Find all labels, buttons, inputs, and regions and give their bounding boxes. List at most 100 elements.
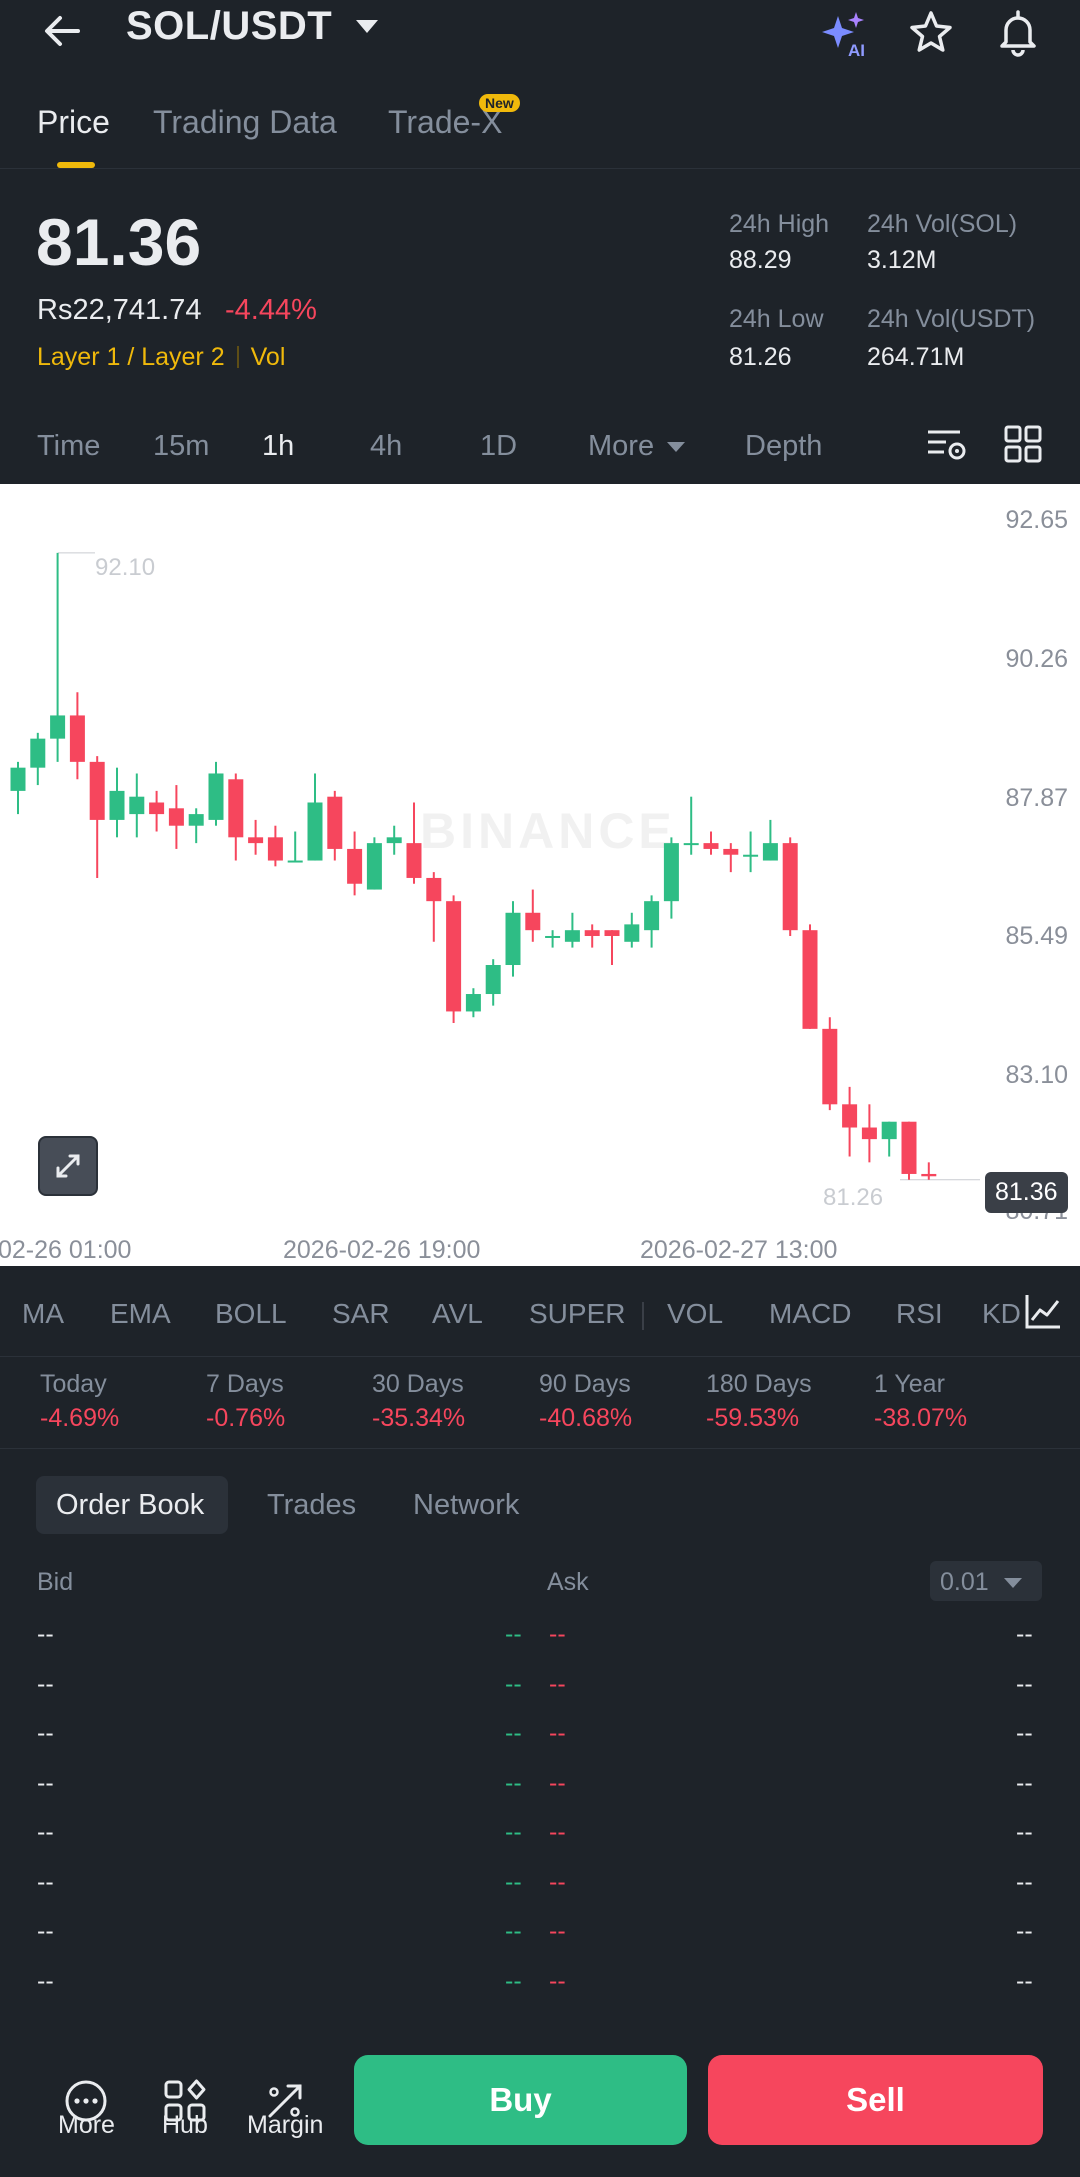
buy-button[interactable]: Buy: [354, 2055, 687, 2145]
candle-body: [782, 843, 798, 931]
candlestick-chart[interactable]: BINANCE 92.10 81.26 92.65 90.26 87.87 85…: [0, 484, 1080, 1266]
tab-trading-data[interactable]: Trading Data: [153, 104, 337, 140]
precision-select[interactable]: [930, 1561, 1042, 1601]
tab-order-book[interactable]: Order Book: [56, 1489, 205, 1521]
candle-body: [109, 790, 125, 820]
perf-label: 30 Days: [372, 1370, 464, 1398]
candle-body: [624, 924, 640, 942]
candle-body: [89, 761, 105, 820]
indicator-sar[interactable]: SAR: [332, 1298, 390, 1329]
perf-label: 90 Days: [539, 1370, 631, 1398]
bid-amount: --: [505, 1818, 522, 1846]
interval-bar: Time 15m 1h 4h 1D More Depth: [0, 420, 1080, 472]
candle-body: [683, 843, 699, 846]
tab-price[interactable]: Price: [37, 104, 110, 140]
candle-body: [604, 930, 620, 936]
bell-icon[interactable]: [992, 6, 1044, 58]
indicator-super[interactable]: SUPER: [529, 1298, 626, 1329]
candle-body: [248, 837, 264, 844]
interval-depth[interactable]: Depth: [745, 430, 823, 462]
interval-1d[interactable]: 1D: [480, 430, 518, 462]
bid-price: --: [37, 1966, 54, 1995]
perf-value: -35.34%: [372, 1404, 466, 1432]
layout-grid-icon[interactable]: [1003, 424, 1043, 464]
indicator-avl[interactable]: AVL: [432, 1298, 483, 1329]
candle-body: [505, 912, 521, 966]
candle-body: [644, 901, 660, 931]
chart-low-label: 81.26: [823, 1184, 884, 1211]
price-change-percent: -4.44%: [225, 294, 317, 326]
ask-amount: --: [1016, 1620, 1033, 1648]
more-caret-icon[interactable]: [667, 442, 685, 452]
tab-network[interactable]: Network: [413, 1489, 520, 1521]
perf-label: 7 Days: [206, 1370, 284, 1398]
ask-amount: --: [1016, 1917, 1033, 1945]
x-tick: 02-26 01:00: [0, 1236, 132, 1264]
candle-body: [30, 738, 46, 768]
candle-body: [881, 1121, 897, 1140]
indicator-settings-icon[interactable]: [1022, 1290, 1064, 1332]
interval-more[interactable]: More: [588, 430, 655, 462]
chart-settings-icon[interactable]: [924, 422, 968, 466]
x-tick: 2026-02-27 13:00: [640, 1236, 838, 1264]
indicator-ema[interactable]: EMA: [110, 1298, 171, 1329]
indicator-ma[interactable]: MA: [22, 1298, 64, 1329]
nav-hub-label[interactable]: Hub: [162, 2111, 208, 2139]
hub-icon[interactable]: [162, 2078, 208, 2124]
tag-layer[interactable]: Layer 1 / Layer 2: [37, 343, 225, 371]
chevron-down-icon[interactable]: [356, 20, 378, 33]
ask-header: Ask: [547, 1568, 589, 1596]
candle-body: [525, 912, 541, 931]
margin-icon[interactable]: [262, 2078, 308, 2124]
interval-4h[interactable]: 4h: [370, 430, 403, 462]
indicator-vol[interactable]: VOL: [667, 1298, 724, 1329]
tab-trades[interactable]: Trades: [267, 1489, 357, 1521]
candle-body: [307, 802, 323, 861]
candle-body: [762, 843, 778, 861]
pair-title[interactable]: SOL/USDT: [126, 4, 333, 48]
bid-price: --: [37, 1768, 54, 1797]
candle-body: [822, 1028, 838, 1105]
candle-body: [465, 994, 481, 1012]
high-value: 88.29: [729, 246, 792, 274]
low-label: 24h Low: [729, 305, 824, 333]
candle-body: [921, 1173, 937, 1177]
bid-price: --: [37, 1669, 54, 1698]
candles-svg: [10, 552, 980, 1181]
high-label: 24h High: [729, 210, 830, 238]
nav-more-label[interactable]: More: [58, 2111, 115, 2139]
more-dots-icon[interactable]: [63, 2078, 109, 2124]
vol-usdt-value: 264.71M: [867, 343, 965, 371]
chevron-down-icon: [1004, 1578, 1022, 1588]
candle-body: [723, 848, 739, 855]
nav-margin-label[interactable]: Margin: [247, 2111, 324, 2139]
tag-divider: [236, 346, 239, 368]
ask-price: --: [549, 1719, 566, 1747]
tag-vol[interactable]: Vol: [250, 343, 286, 371]
fullscreen-button[interactable]: [38, 1136, 98, 1196]
bid-price: --: [37, 1719, 54, 1747]
ai-label: AI: [848, 41, 865, 60]
indicator-boll[interactable]: BOLL: [215, 1298, 287, 1329]
indicator-kd[interactable]: KD: [982, 1298, 1021, 1329]
ai-sparkle-icon[interactable]: AI: [818, 8, 872, 62]
perf-value: -0.76%: [206, 1404, 286, 1432]
candle-body: [228, 779, 244, 838]
bid-amount: --: [505, 1620, 522, 1648]
interval-1h[interactable]: 1h: [262, 430, 295, 462]
candle-body: [287, 860, 303, 863]
perf-value: -4.69%: [40, 1404, 120, 1432]
indicator-divider: [642, 1302, 644, 1330]
ask-amount: --: [1016, 1768, 1033, 1797]
interval-15m[interactable]: 15m: [153, 430, 210, 462]
candle-body: [426, 877, 442, 902]
star-icon[interactable]: [906, 8, 956, 58]
ask-amount: --: [1016, 1719, 1033, 1747]
back-arrow-icon[interactable]: [38, 6, 88, 56]
sell-button[interactable]: Sell: [708, 2055, 1043, 2145]
new-badge: New: [479, 94, 520, 112]
candle-body: [703, 843, 719, 849]
indicator-rsi[interactable]: RSI: [896, 1298, 943, 1329]
interval-time[interactable]: Time: [37, 430, 101, 462]
indicator-macd[interactable]: MACD: [769, 1298, 852, 1329]
